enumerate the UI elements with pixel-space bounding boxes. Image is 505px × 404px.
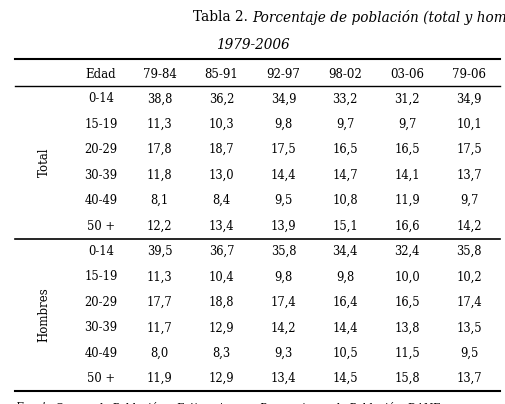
Text: Hombres: Hombres	[38, 288, 50, 343]
Text: 11,9: 11,9	[147, 372, 173, 385]
Text: 40-49: 40-49	[84, 194, 118, 207]
Text: 34,9: 34,9	[271, 92, 296, 105]
Text: 15-19: 15-19	[84, 118, 118, 131]
Text: 9,8: 9,8	[274, 118, 292, 131]
Text: 14,4: 14,4	[271, 168, 296, 182]
Text: 0-14: 0-14	[88, 92, 114, 105]
Text: 14,2: 14,2	[457, 219, 482, 233]
Text: 18,8: 18,8	[209, 296, 234, 309]
Text: 10,5: 10,5	[332, 347, 358, 360]
Text: 8,0: 8,0	[150, 347, 169, 360]
Text: 8,3: 8,3	[213, 347, 231, 360]
Text: 9,5: 9,5	[460, 347, 478, 360]
Text: 18,7: 18,7	[209, 143, 234, 156]
Text: 20-29: 20-29	[84, 296, 118, 309]
Text: 10,0: 10,0	[394, 270, 420, 284]
Text: 0-14: 0-14	[88, 245, 114, 258]
Text: 16,5: 16,5	[394, 143, 420, 156]
Text: 14,1: 14,1	[394, 168, 420, 182]
Text: 50 +: 50 +	[87, 372, 115, 385]
Text: 14,5: 14,5	[332, 372, 358, 385]
Text: 12,2: 12,2	[147, 219, 172, 233]
Text: 14,7: 14,7	[332, 168, 358, 182]
Text: 30-39: 30-39	[84, 321, 118, 335]
Text: 50 +: 50 +	[87, 219, 115, 233]
Text: 36,7: 36,7	[209, 245, 234, 258]
Text: 35,8: 35,8	[271, 245, 296, 258]
Text: 11,3: 11,3	[147, 118, 173, 131]
Text: 13,7: 13,7	[456, 372, 482, 385]
Text: 92-97: 92-97	[267, 68, 300, 81]
Text: 13,9: 13,9	[271, 219, 296, 233]
Text: 11,5: 11,5	[394, 347, 420, 360]
Text: 13,4: 13,4	[209, 219, 234, 233]
Text: 16,5: 16,5	[332, 143, 358, 156]
Text: 16,5: 16,5	[394, 296, 420, 309]
Text: Censos de Población y Estimaciones y Proyecciones de Población, DANE: Censos de Población y Estimaciones y Pro…	[52, 402, 440, 404]
Text: 17,7: 17,7	[147, 296, 173, 309]
Text: 13,4: 13,4	[271, 372, 296, 385]
Text: 10,3: 10,3	[209, 118, 234, 131]
Text: 38,8: 38,8	[147, 92, 172, 105]
Text: 13,0: 13,0	[209, 168, 234, 182]
Text: 36,2: 36,2	[209, 92, 234, 105]
Text: 35,8: 35,8	[457, 245, 482, 258]
Text: Porcentaje de población (total y hombres) según edad,: Porcentaje de población (total y hombres…	[252, 10, 505, 25]
Text: 9,7: 9,7	[336, 118, 355, 131]
Text: 17,8: 17,8	[147, 143, 173, 156]
Text: Tabla 2.: Tabla 2.	[193, 10, 252, 24]
Text: 03-06: 03-06	[390, 68, 424, 81]
Text: 12,9: 12,9	[209, 321, 234, 335]
Text: 15,1: 15,1	[332, 219, 358, 233]
Text: 20-29: 20-29	[84, 143, 118, 156]
Text: 14,4: 14,4	[333, 321, 358, 335]
Text: 11,3: 11,3	[147, 270, 173, 284]
Text: 39,5: 39,5	[147, 245, 173, 258]
Text: 10,4: 10,4	[209, 270, 234, 284]
Text: 9,8: 9,8	[274, 270, 292, 284]
Text: 13,8: 13,8	[394, 321, 420, 335]
Text: 9,3: 9,3	[274, 347, 292, 360]
Text: 1979-2006: 1979-2006	[216, 38, 289, 52]
Text: 40-49: 40-49	[84, 347, 118, 360]
Text: 31,2: 31,2	[394, 92, 420, 105]
Text: 17,5: 17,5	[271, 143, 296, 156]
Text: Fuente:: Fuente:	[15, 402, 56, 404]
Text: 17,5: 17,5	[456, 143, 482, 156]
Text: 10,2: 10,2	[456, 270, 482, 284]
Text: 9,5: 9,5	[274, 194, 292, 207]
Text: 79-06: 79-06	[452, 68, 486, 81]
Text: 30-39: 30-39	[84, 168, 118, 182]
Text: Edad: Edad	[86, 68, 116, 81]
Text: 16,6: 16,6	[394, 219, 420, 233]
Text: 17,4: 17,4	[456, 296, 482, 309]
Text: 8,1: 8,1	[150, 194, 169, 207]
Text: 33,2: 33,2	[333, 92, 358, 105]
Text: 10,8: 10,8	[332, 194, 358, 207]
Text: 15,8: 15,8	[394, 372, 420, 385]
Text: 13,5: 13,5	[456, 321, 482, 335]
Text: 13,7: 13,7	[456, 168, 482, 182]
Text: 10,1: 10,1	[456, 118, 482, 131]
Text: 9,8: 9,8	[336, 270, 355, 284]
Text: 15-19: 15-19	[84, 270, 118, 284]
Text: 12,9: 12,9	[209, 372, 234, 385]
Text: 11,9: 11,9	[394, 194, 420, 207]
Text: 79-84: 79-84	[143, 68, 177, 81]
Text: 14,2: 14,2	[271, 321, 296, 335]
Text: 11,7: 11,7	[147, 321, 173, 335]
Text: 11,8: 11,8	[147, 168, 173, 182]
Text: 34,9: 34,9	[457, 92, 482, 105]
Text: 16,4: 16,4	[333, 296, 358, 309]
Text: 98-02: 98-02	[328, 68, 362, 81]
Text: 34,4: 34,4	[333, 245, 358, 258]
Text: 85-91: 85-91	[205, 68, 238, 81]
Text: 9,7: 9,7	[460, 194, 478, 207]
Text: 17,4: 17,4	[271, 296, 296, 309]
Text: 9,7: 9,7	[398, 118, 416, 131]
Text: 32,4: 32,4	[394, 245, 420, 258]
Text: 8,4: 8,4	[213, 194, 231, 207]
Text: Total: Total	[38, 147, 50, 177]
